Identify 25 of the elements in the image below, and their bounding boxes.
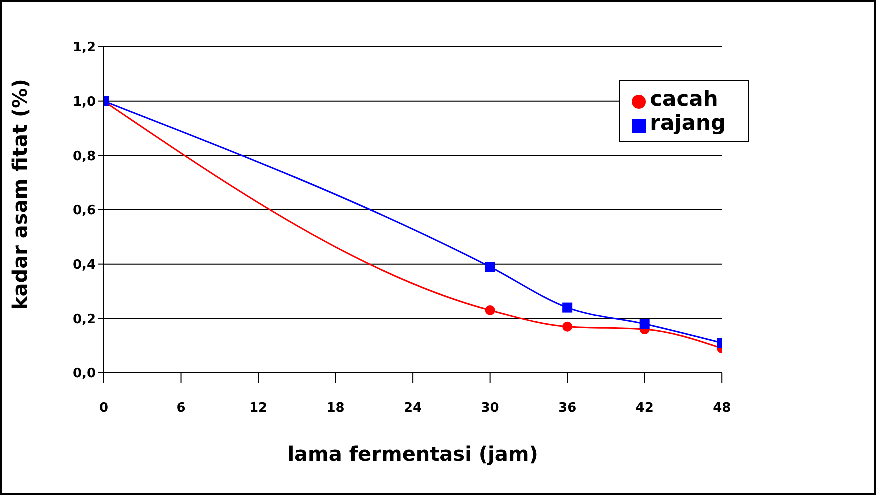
y-tick-label: 0,2 (72, 312, 96, 328)
point (562, 302, 573, 313)
y-tick-label: 1,2 (72, 40, 96, 56)
point (485, 262, 496, 272)
point (640, 319, 650, 330)
x-tick-label: 42 (636, 401, 654, 416)
point (562, 322, 573, 332)
y-tick-label: 0,4 (72, 258, 96, 273)
x-axis-title: lama fermentasi (jam) (288, 442, 538, 466)
legend-label: cacah (650, 87, 718, 111)
x-tick-label: 48 (713, 401, 732, 416)
point (485, 306, 496, 316)
x-tick-label: 30 (481, 401, 500, 416)
y-axis-title: kadar asam fitat (%) (8, 79, 32, 310)
x-tick-label: 36 (558, 401, 577, 416)
x-tick-label: 6 (176, 401, 186, 416)
y-tick-label: 1,0 (72, 94, 96, 110)
y-tick-label: 0,0 (72, 366, 96, 382)
legend-label: rajang (650, 111, 726, 135)
x-tick-label: 24 (404, 401, 422, 416)
x-tick-label: 18 (326, 401, 345, 416)
y-tick-label: 0,6 (72, 204, 96, 219)
y-tick-label: 0,8 (72, 149, 96, 164)
x-tick-label: 0 (99, 401, 109, 416)
x-tick-label: 12 (249, 401, 268, 416)
